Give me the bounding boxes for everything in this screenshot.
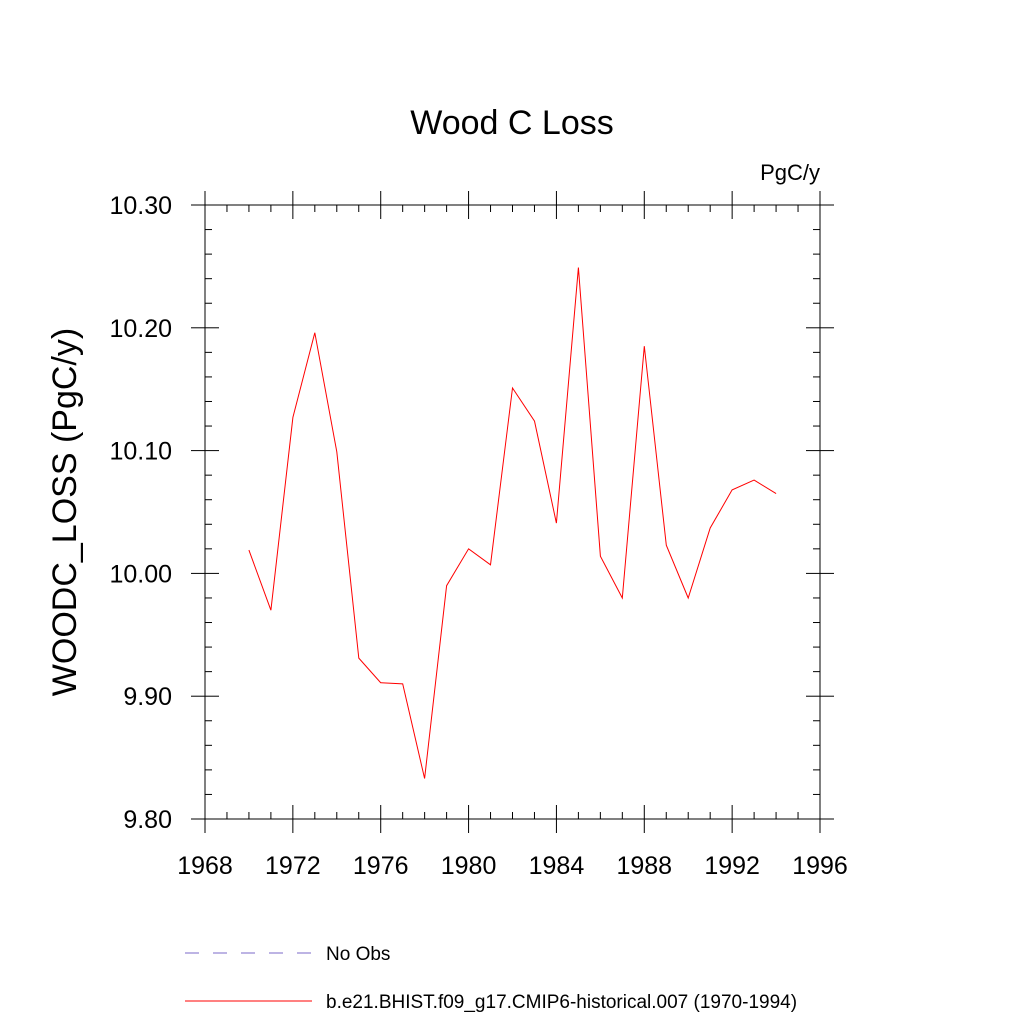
units-label: PgC/y — [760, 160, 820, 185]
y-axis-label: WOODC_LOSS (PgC/y) — [46, 328, 84, 696]
x-tick-label: 1980 — [441, 852, 497, 880]
x-tick-label: 1976 — [353, 852, 409, 880]
tick-labels: 1968 1972 1976 1980 1984 1988 1992 1996 9.80 9.90… — [109, 192, 847, 880]
legend-label: b.e21.BHIST.f09_g17.CMIP6-historical.007… — [326, 992, 797, 1013]
y-tick-label: 9.80 — [123, 806, 172, 834]
legend-label: No Obs — [326, 944, 390, 965]
x-tick-label: 1988 — [616, 852, 672, 880]
x-tick-label: 1972 — [265, 852, 321, 880]
series-line — [248, 267, 777, 779]
y-tick-label: 10.10 — [109, 438, 172, 466]
axis-ticks — [191, 191, 834, 833]
y-tick-label: 9.90 — [123, 683, 172, 711]
y-tick-label: 10.00 — [109, 560, 172, 588]
data-series — [248, 267, 777, 779]
x-tick-label: 1996 — [792, 852, 848, 880]
y-tick-label: 10.20 — [109, 315, 172, 343]
y-tick-label: 10.30 — [109, 192, 172, 220]
x-tick-label: 1992 — [704, 852, 760, 880]
plot-frame — [204, 204, 821, 820]
chart-title: Wood C Loss — [410, 104, 613, 142]
x-tick-label: 1984 — [529, 852, 585, 880]
legend: No Obs b.e21.BHIST.f09_g17.CMIP6-historic… — [185, 944, 797, 1013]
x-tick-label: 1968 — [177, 852, 233, 880]
